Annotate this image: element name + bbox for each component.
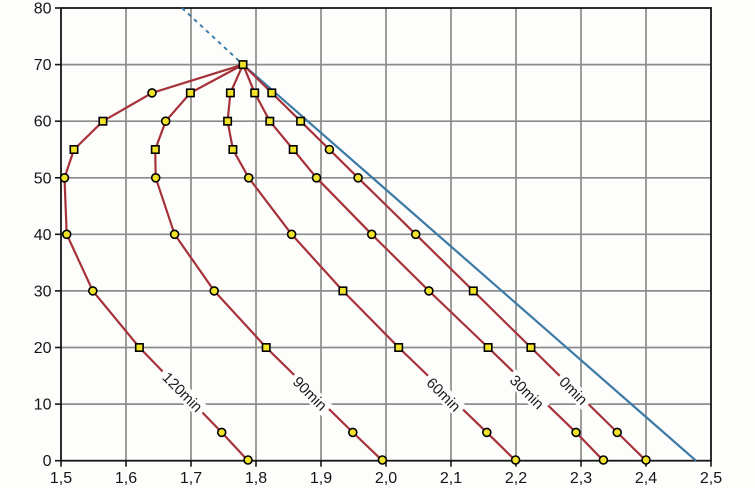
svg-text:0: 0 xyxy=(43,453,52,470)
svg-text:10: 10 xyxy=(34,397,52,414)
svg-text:1,5: 1,5 xyxy=(50,470,72,487)
svg-text:80: 80 xyxy=(34,1,52,18)
svg-text:2,5: 2,5 xyxy=(700,470,722,487)
svg-text:2,3: 2,3 xyxy=(570,470,592,487)
svg-text:2,1: 2,1 xyxy=(440,470,462,487)
svg-text:1,9: 1,9 xyxy=(310,470,332,487)
svg-text:1,8: 1,8 xyxy=(245,470,267,487)
svg-text:70: 70 xyxy=(34,57,52,74)
svg-text:2,2: 2,2 xyxy=(505,470,527,487)
svg-text:50: 50 xyxy=(34,170,52,187)
svg-text:2,4: 2,4 xyxy=(635,470,657,487)
svg-text:1,7: 1,7 xyxy=(180,470,202,487)
svg-text:40: 40 xyxy=(34,227,52,244)
svg-text:30: 30 xyxy=(34,283,52,300)
svg-text:60: 60 xyxy=(34,114,52,131)
svg-text:20: 20 xyxy=(34,340,52,357)
svg-text:2,0: 2,0 xyxy=(375,470,397,487)
svg-text:1,6: 1,6 xyxy=(115,470,137,487)
